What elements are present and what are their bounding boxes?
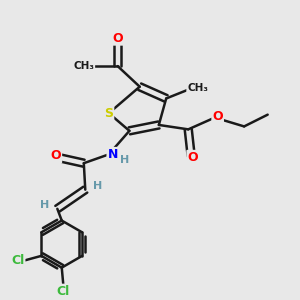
- Text: H: H: [120, 155, 130, 165]
- Text: H: H: [93, 181, 102, 191]
- Text: N: N: [107, 148, 118, 161]
- Text: Cl: Cl: [11, 254, 25, 267]
- Text: O: O: [212, 110, 223, 123]
- Text: S: S: [104, 107, 113, 120]
- Text: O: O: [112, 32, 123, 45]
- Text: O: O: [50, 149, 61, 162]
- Text: CH₃: CH₃: [73, 61, 94, 71]
- Text: O: O: [187, 151, 198, 164]
- Text: CH₃: CH₃: [187, 83, 208, 93]
- Text: Cl: Cl: [57, 285, 70, 298]
- Text: H: H: [40, 200, 50, 210]
